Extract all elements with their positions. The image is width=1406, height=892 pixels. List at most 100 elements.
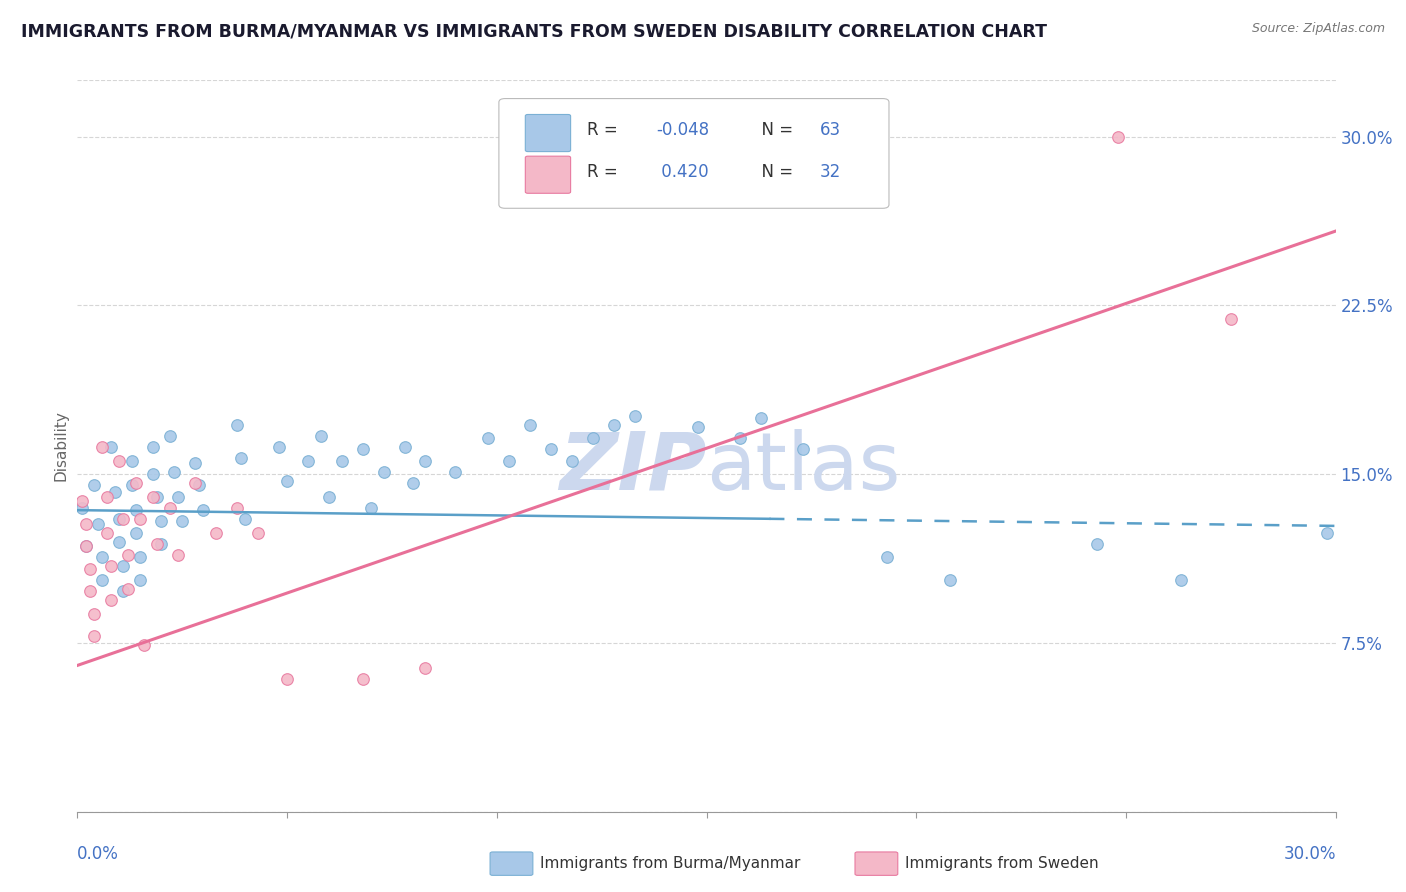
Point — [108, 512, 131, 526]
Point — [91, 440, 114, 454]
Point — [91, 573, 114, 587]
Point — [876, 550, 898, 565]
Point — [125, 503, 148, 517]
Point — [134, 638, 156, 652]
Point — [112, 559, 135, 574]
Text: N =: N = — [751, 121, 799, 139]
Point — [309, 429, 332, 443]
Point — [267, 440, 290, 454]
Point — [142, 467, 165, 482]
Point — [477, 431, 499, 445]
Point — [142, 440, 165, 454]
Point — [191, 503, 215, 517]
Point — [70, 500, 93, 515]
Point — [91, 550, 114, 565]
Text: 32: 32 — [820, 162, 841, 181]
Point — [83, 629, 105, 643]
Text: N =: N = — [751, 162, 799, 181]
Point — [79, 584, 101, 599]
Point — [749, 410, 772, 425]
Point — [96, 525, 118, 540]
Point — [96, 490, 118, 504]
Point — [373, 465, 395, 479]
Point — [1316, 525, 1339, 540]
Point — [233, 512, 256, 526]
FancyBboxPatch shape — [526, 114, 571, 152]
Point — [225, 500, 247, 515]
Point — [415, 661, 437, 675]
Point — [276, 474, 298, 488]
Point — [297, 453, 319, 467]
Point — [204, 525, 226, 540]
FancyBboxPatch shape — [526, 156, 571, 194]
Point — [129, 573, 152, 587]
Point — [415, 453, 437, 467]
Point — [728, 431, 751, 445]
FancyBboxPatch shape — [499, 99, 889, 209]
Point — [184, 476, 207, 491]
Point — [402, 476, 425, 491]
Point — [112, 512, 135, 526]
Point — [229, 451, 252, 466]
Point — [163, 465, 186, 479]
Point — [624, 409, 647, 423]
Point — [83, 607, 105, 621]
Point — [112, 584, 135, 599]
Point — [188, 478, 211, 492]
Text: 0.0%: 0.0% — [77, 845, 120, 863]
Point — [167, 548, 190, 562]
Point — [146, 537, 169, 551]
Point — [159, 429, 181, 443]
Point — [121, 478, 143, 492]
Text: 63: 63 — [820, 121, 841, 139]
Point — [129, 512, 152, 526]
Point — [225, 417, 247, 432]
Point — [150, 515, 173, 529]
Point — [360, 500, 382, 515]
Point — [159, 500, 181, 515]
Point — [603, 417, 626, 432]
Text: 30.0%: 30.0% — [1284, 845, 1336, 863]
Y-axis label: Disability: Disability — [53, 410, 69, 482]
Point — [276, 672, 298, 686]
Point — [792, 442, 814, 457]
Point — [167, 490, 190, 504]
Point — [108, 453, 131, 467]
FancyBboxPatch shape — [855, 852, 898, 875]
Point — [352, 442, 374, 457]
Point — [142, 490, 165, 504]
Text: IMMIGRANTS FROM BURMA/MYANMAR VS IMMIGRANTS FROM SWEDEN DISABILITY CORRELATION C: IMMIGRANTS FROM BURMA/MYANMAR VS IMMIGRA… — [21, 22, 1047, 40]
Point — [70, 494, 93, 508]
Text: ZIP: ZIP — [560, 429, 707, 507]
Point — [125, 476, 148, 491]
Point — [150, 537, 173, 551]
Point — [1107, 129, 1129, 144]
Text: atlas: atlas — [707, 429, 901, 507]
Point — [87, 516, 110, 531]
Point — [100, 559, 122, 574]
Text: -0.048: -0.048 — [657, 121, 709, 139]
Point — [100, 440, 122, 454]
Point — [83, 478, 105, 492]
Point — [1085, 537, 1108, 551]
Point — [75, 516, 97, 531]
Point — [121, 453, 143, 467]
Point — [318, 490, 340, 504]
Point — [1219, 311, 1241, 326]
Text: R =: R = — [586, 162, 623, 181]
Point — [540, 442, 562, 457]
Point — [75, 539, 97, 553]
Point — [519, 417, 541, 432]
Point — [1170, 573, 1192, 587]
Point — [172, 515, 194, 529]
Point — [104, 485, 127, 500]
Point — [129, 550, 152, 565]
Point — [125, 525, 148, 540]
Point — [394, 440, 416, 454]
Point — [108, 534, 131, 549]
Point — [246, 525, 269, 540]
Point — [146, 490, 169, 504]
Point — [352, 672, 374, 686]
FancyBboxPatch shape — [491, 852, 533, 875]
Point — [939, 573, 962, 587]
